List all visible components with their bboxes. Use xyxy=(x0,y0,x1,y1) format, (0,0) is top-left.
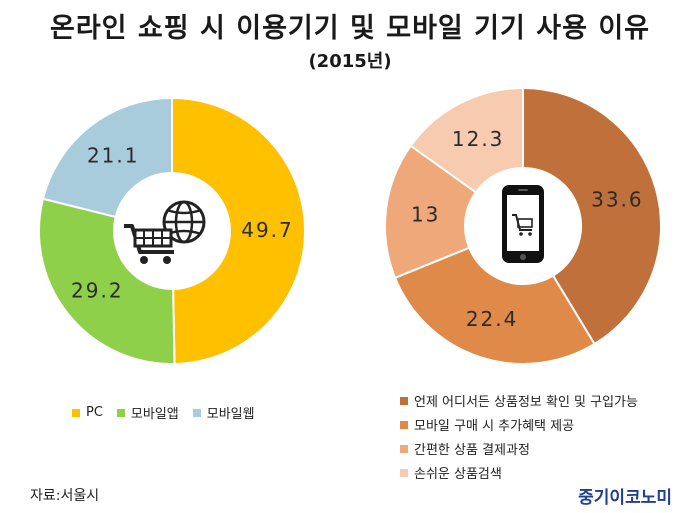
slice-value-label: 13 xyxy=(411,202,440,226)
legend-swatch xyxy=(400,396,408,405)
reason-donut-chart: 33.6 22.4 13 12.3 xyxy=(384,86,662,365)
reason-legend: 언제 어디서든 상품정보 확인 및 구입가능 모바일 구매 시 추가혜택 제공 … xyxy=(400,391,638,487)
legend-swatch xyxy=(116,408,125,417)
legend-label: PC xyxy=(86,405,103,420)
legend-item-easy-search: 손쉬운 상품검색 xyxy=(400,463,638,482)
shopping-cart-globe-icon xyxy=(124,200,206,264)
legend-label: 간편한 상품 결제과정 xyxy=(414,443,530,458)
legend-item-easy-payment: 간편한 상품 결제과정 xyxy=(400,439,638,458)
legend-item-extra-benefit: 모바일 구매 시 추가혜택 제공 xyxy=(400,415,638,434)
legend-swatch xyxy=(400,468,408,477)
slice-value-label: 21.1 xyxy=(87,144,140,168)
device-legend: PC 모바일앱 모바일웹 xyxy=(72,403,255,427)
legend-label: 모바일웹 xyxy=(206,407,255,422)
chart-title: 온라인 쇼핑 시 이용기기 및 모바일 기기 사용 이유 xyxy=(50,13,650,44)
legend-swatch xyxy=(72,408,80,417)
slice-value-label: 29.2 xyxy=(71,278,124,302)
source-note: 자료:서울시 xyxy=(30,488,100,504)
smartphone-cart-icon xyxy=(502,185,544,263)
legend-item-anytime-anywhere: 언제 어디서든 상품정보 확인 및 구입가능 xyxy=(400,391,638,410)
legend-label: 언제 어디서든 상품정보 확인 및 구입가능 xyxy=(414,395,638,410)
legend-label: 모바일 구매 시 추가혜택 제공 xyxy=(414,419,575,434)
legend-label: 손쉬운 상품검색 xyxy=(414,467,502,482)
legend-swatch xyxy=(400,444,408,453)
slice-value-label: 12.3 xyxy=(452,127,505,151)
slice-value-label: 49.7 xyxy=(241,218,294,242)
legend-item-mobile-web: 모바일웹 xyxy=(192,403,255,422)
slice-value-label: 33.6 xyxy=(591,188,644,212)
chart-subtitle: (2015년) xyxy=(308,51,392,72)
legend-label: 모바일앱 xyxy=(130,407,179,422)
brand-logo: 중기이코노미 xyxy=(578,488,672,508)
legend-item-pc: PC xyxy=(72,403,103,422)
legend-item-mobile-app: 모바일앱 xyxy=(116,403,179,422)
slice-value-label: 22.4 xyxy=(466,307,519,331)
legend-swatch xyxy=(192,408,201,417)
legend-swatch xyxy=(400,420,408,429)
